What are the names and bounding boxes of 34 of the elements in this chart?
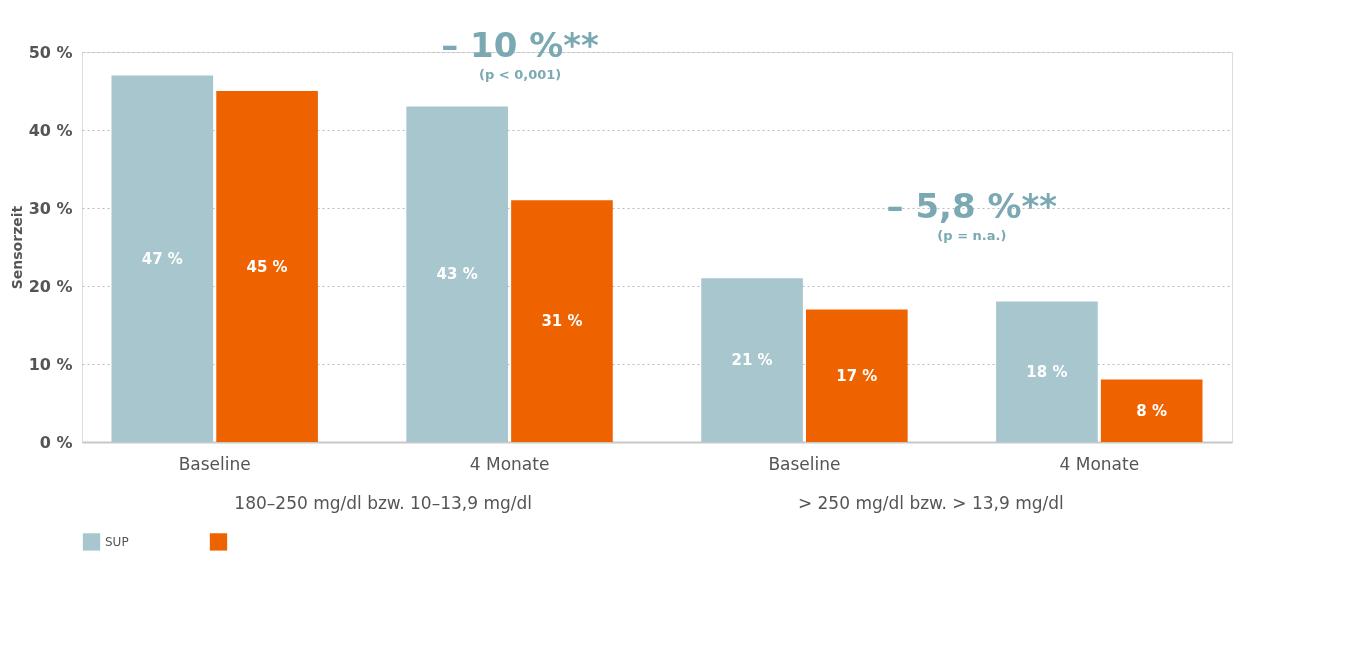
- x-tick-label: Baseline: [768, 453, 841, 474]
- y-tick-label: 30 %: [28, 198, 73, 218]
- data-label: 45 %: [246, 257, 288, 276]
- y-tick-label: 10 %: [28, 354, 73, 374]
- bar: [511, 200, 613, 442]
- data-label: 47 %: [141, 249, 183, 268]
- y-tick-label: 0 %: [39, 432, 73, 452]
- data-label: 8 %: [1136, 401, 1168, 420]
- annotation: (p < 0,001): [478, 67, 562, 82]
- x-tick-label: 4 Monate: [1059, 453, 1140, 474]
- annotation: (p = n.a.): [937, 228, 1007, 243]
- bar: [216, 91, 318, 442]
- data-label: 21 %: [731, 351, 773, 370]
- annotation: – 5,8 %**: [886, 186, 1058, 226]
- bar: [406, 106, 508, 442]
- legend-label: SUP: [105, 534, 129, 549]
- y-tick-label: 40 %: [28, 120, 73, 140]
- x-tick-label: 4 Monate: [469, 453, 550, 474]
- bar: [806, 309, 908, 442]
- x-tick-label: Baseline: [178, 453, 251, 474]
- data-label: 18 %: [1026, 362, 1068, 381]
- bar: [996, 301, 1098, 442]
- y-tick-label: 20 %: [28, 276, 73, 296]
- y-tick-label: 50 %: [28, 42, 73, 62]
- text: > 250 mg/dl bzw. > 13,9 mg/dl: [797, 493, 1064, 513]
- text: 180–250 mg/dl bzw. 10–13,9 mg/dl: [234, 493, 533, 513]
- bar: [1100, 379, 1203, 442]
- data-label: 43 %: [436, 265, 478, 284]
- bar: [701, 278, 803, 442]
- bar: [111, 75, 214, 442]
- y-axis-title: Sensorzeit: [8, 205, 25, 290]
- annotation: – 10 %**: [441, 25, 600, 65]
- data-label: 31 %: [541, 312, 583, 331]
- data-label: 17 %: [836, 366, 878, 385]
